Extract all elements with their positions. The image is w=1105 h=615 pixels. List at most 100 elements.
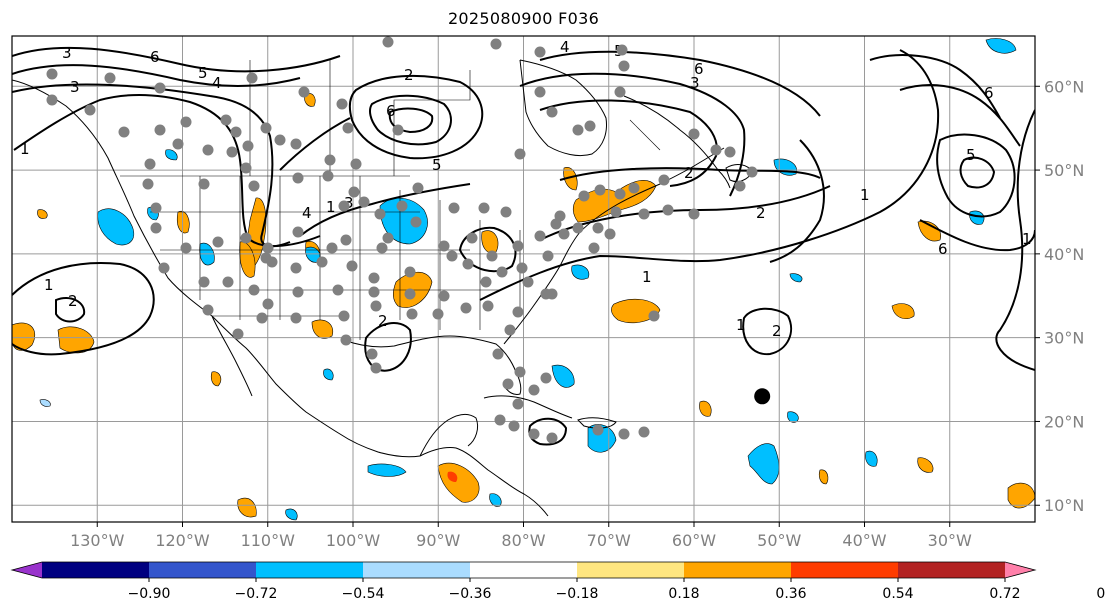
station-dot — [332, 284, 344, 296]
station-dot — [522, 276, 534, 288]
lon-tick-label: 110°W — [241, 531, 296, 550]
station-dot — [368, 272, 380, 284]
station-dot — [260, 252, 272, 264]
station-dot — [410, 216, 422, 228]
station-dot — [584, 120, 596, 132]
station-dot — [46, 68, 58, 80]
station-dot — [290, 138, 302, 150]
contour-label: 3 — [62, 44, 72, 62]
station-dot — [514, 366, 526, 378]
station-dot — [482, 300, 494, 312]
station-dot — [592, 424, 604, 436]
station-dot — [396, 200, 408, 212]
station-dot — [516, 262, 528, 274]
station-dot — [342, 122, 354, 134]
station-dot — [658, 174, 670, 186]
shaded-region — [447, 471, 458, 482]
station-dot — [118, 126, 130, 138]
contour-label: 2 — [68, 292, 78, 310]
colorbar-tick-label: −0.18 — [556, 586, 599, 602]
station-dot — [150, 202, 162, 214]
station-dot — [324, 154, 336, 166]
station-dot — [336, 98, 348, 110]
contour-label: 4 — [302, 204, 312, 222]
shaded-region — [969, 210, 985, 225]
labrador-coastline — [623, 95, 731, 189]
shaded-region — [699, 400, 712, 417]
station-dot — [648, 310, 660, 322]
colorbar-outline — [10, 561, 1037, 579]
contour-label: 4 — [212, 74, 222, 92]
station-dot — [368, 286, 380, 298]
station-dot — [366, 348, 378, 360]
contour-label: 4 — [560, 38, 570, 56]
shaded-region — [239, 241, 256, 278]
station-dot — [262, 242, 274, 254]
station-dot — [382, 36, 394, 48]
contour-label: 6 — [984, 84, 994, 102]
station-dot — [404, 266, 416, 278]
station-dot — [528, 384, 540, 396]
station-dot — [292, 172, 304, 184]
contour-label: 1 — [44, 276, 54, 294]
lon-tick-label: 40°W — [842, 531, 886, 550]
shaded-fields — [12, 38, 1035, 521]
gridlines — [12, 36, 1035, 522]
station-dot — [338, 200, 350, 212]
station-dot — [46, 94, 58, 106]
lon-tick-label: 60°W — [672, 531, 716, 550]
shaded-region — [210, 371, 222, 387]
station-dot — [628, 182, 640, 194]
station-dot — [154, 124, 166, 136]
station-dot — [292, 226, 304, 238]
contour-label: 6 — [150, 48, 160, 66]
contour-label: 3 — [70, 78, 80, 96]
station-dot — [448, 202, 460, 214]
colorbar-bin — [684, 562, 792, 578]
station-dot — [150, 222, 162, 234]
station-dot — [104, 72, 116, 84]
station-dot — [638, 208, 650, 220]
lat-tick-label: 40°N — [1044, 245, 1084, 264]
colorbar-tick-label: 0.72 — [989, 586, 1020, 602]
shaded-region — [818, 469, 829, 485]
shaded-region — [37, 209, 48, 219]
colorbar-tick-label: −0.36 — [449, 586, 492, 602]
station-dot — [490, 38, 502, 50]
station-dot — [222, 276, 234, 288]
contour-label: 2 — [772, 322, 782, 340]
colorbar-bin — [149, 562, 257, 578]
shaded-region — [323, 368, 334, 381]
colorbar-tick-label: 0.54 — [882, 586, 913, 602]
station-dot — [240, 232, 252, 244]
shaded-region — [97, 208, 135, 246]
longitude-axis: 130°W 120°W 110°W 100°W 90°W 80°W 70°W 60°W 50°W… — [70, 522, 972, 550]
station-dot — [508, 420, 520, 432]
colorbar-tick-label: 0.36 — [775, 586, 806, 602]
cuba-coastline — [483, 395, 573, 419]
station-dot — [588, 242, 600, 254]
colorbar-bin — [470, 562, 578, 578]
station-dot — [232, 328, 244, 340]
station-dot — [212, 236, 224, 248]
station-dot — [514, 148, 526, 160]
contour-label: 5 — [966, 146, 976, 164]
station-dot — [142, 178, 154, 190]
shaded-region — [917, 457, 934, 473]
station-dot — [540, 372, 552, 384]
station-dot — [616, 44, 628, 56]
shaded-region — [304, 93, 316, 107]
lon-tick-label: 80°W — [501, 531, 545, 550]
station-dot — [512, 240, 524, 252]
station-dot — [610, 206, 622, 218]
contour-label: 1 — [860, 186, 870, 204]
shaded-region — [611, 298, 661, 323]
station-dot — [466, 232, 478, 244]
shaded-region — [489, 493, 502, 507]
station-dot — [260, 122, 272, 134]
station-dot — [492, 348, 504, 360]
station-dot — [198, 178, 210, 190]
station-dot — [496, 266, 508, 278]
station-dot — [546, 106, 558, 118]
shaded-region — [165, 149, 178, 161]
